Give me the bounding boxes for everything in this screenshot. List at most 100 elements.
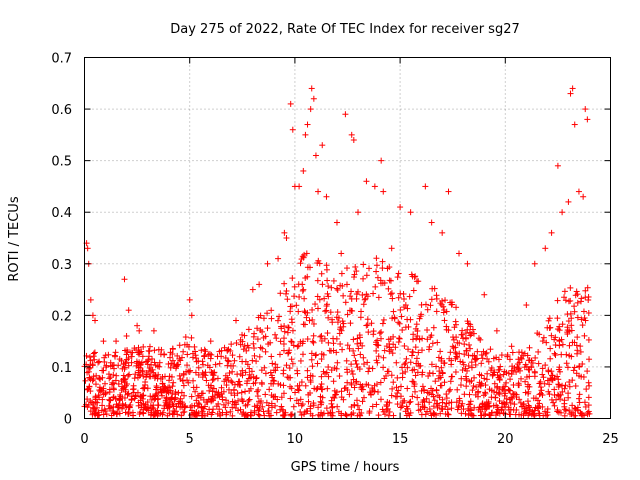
data-point — [426, 369, 433, 376]
data-point — [319, 281, 326, 288]
data-point — [430, 403, 437, 410]
data-point — [170, 379, 177, 386]
data-point — [350, 347, 357, 354]
data-point — [283, 287, 290, 294]
data-point — [252, 379, 259, 386]
data-point — [245, 375, 252, 382]
data-point — [389, 315, 396, 322]
data-point — [249, 286, 256, 293]
data-point — [96, 374, 103, 381]
data-point — [275, 255, 282, 262]
data-point — [92, 381, 99, 388]
data-point — [330, 277, 337, 284]
data-point — [491, 380, 498, 387]
data-point — [312, 301, 319, 308]
data-point — [199, 358, 206, 365]
data-point — [577, 298, 584, 305]
data-point — [434, 404, 441, 411]
data-point — [180, 348, 187, 355]
data-point — [284, 329, 291, 336]
data-point — [348, 295, 355, 302]
data-point — [524, 398, 531, 405]
data-point — [340, 323, 347, 330]
data-point — [476, 371, 483, 378]
data-point — [548, 368, 555, 375]
data-point — [478, 380, 485, 387]
data-point — [208, 351, 215, 358]
x-axis-label: GPS time / hours — [291, 460, 400, 475]
data-point — [126, 371, 133, 378]
data-point — [377, 277, 384, 284]
data-point — [379, 265, 386, 272]
data-point — [404, 305, 411, 312]
data-point — [176, 398, 183, 405]
data-point — [339, 282, 346, 289]
data-point — [443, 308, 450, 315]
data-point — [215, 400, 222, 407]
data-point — [285, 324, 292, 331]
data-point — [96, 384, 103, 391]
data-point — [485, 358, 492, 365]
data-point — [409, 349, 416, 356]
data-point — [413, 278, 420, 285]
data-point — [209, 388, 216, 395]
data-point — [158, 392, 165, 399]
data-point — [568, 322, 575, 329]
data-point — [550, 399, 557, 406]
data-point — [288, 338, 295, 345]
data-point — [374, 381, 381, 388]
data-point — [246, 365, 253, 372]
data-point — [389, 295, 396, 302]
data-point — [428, 219, 435, 226]
data-point — [468, 377, 475, 384]
data-point — [318, 332, 325, 339]
data-point — [367, 391, 374, 398]
data-point — [289, 327, 296, 334]
data-point — [518, 355, 525, 362]
data-point — [469, 387, 476, 394]
data-point — [253, 358, 260, 365]
data-point — [410, 379, 417, 386]
data-point — [160, 409, 167, 416]
data-point — [284, 374, 291, 381]
data-point — [539, 371, 546, 378]
data-point — [260, 315, 267, 322]
data-point — [348, 403, 355, 410]
data-point — [237, 336, 244, 343]
data-point — [268, 353, 275, 360]
data-point — [285, 324, 292, 331]
data-point — [203, 377, 210, 384]
y-tick-label: 0.6 — [51, 103, 72, 118]
data-point — [399, 374, 406, 381]
data-point — [412, 388, 419, 395]
data-point — [552, 352, 559, 359]
data-point — [220, 401, 227, 408]
data-point — [270, 380, 277, 387]
data-point — [556, 338, 563, 345]
data-point — [274, 364, 281, 371]
data-point — [103, 411, 110, 418]
data-point — [138, 401, 145, 408]
data-point — [444, 406, 451, 413]
data-point — [119, 405, 126, 412]
data-point — [386, 408, 393, 415]
data-point — [229, 412, 236, 419]
data-point — [295, 281, 302, 288]
data-point — [324, 385, 331, 392]
data-point — [375, 412, 382, 419]
data-point — [360, 354, 367, 361]
data-point — [547, 355, 554, 362]
data-point — [283, 362, 290, 369]
data-point — [106, 389, 113, 396]
data-point — [195, 364, 202, 371]
data-point — [358, 409, 365, 416]
data-point — [250, 333, 257, 340]
data-point — [308, 85, 315, 92]
data-point — [471, 374, 478, 381]
data-point — [115, 404, 122, 411]
data-point — [295, 308, 302, 315]
data-point — [273, 409, 280, 416]
data-point — [374, 388, 381, 395]
data-point — [488, 365, 495, 372]
